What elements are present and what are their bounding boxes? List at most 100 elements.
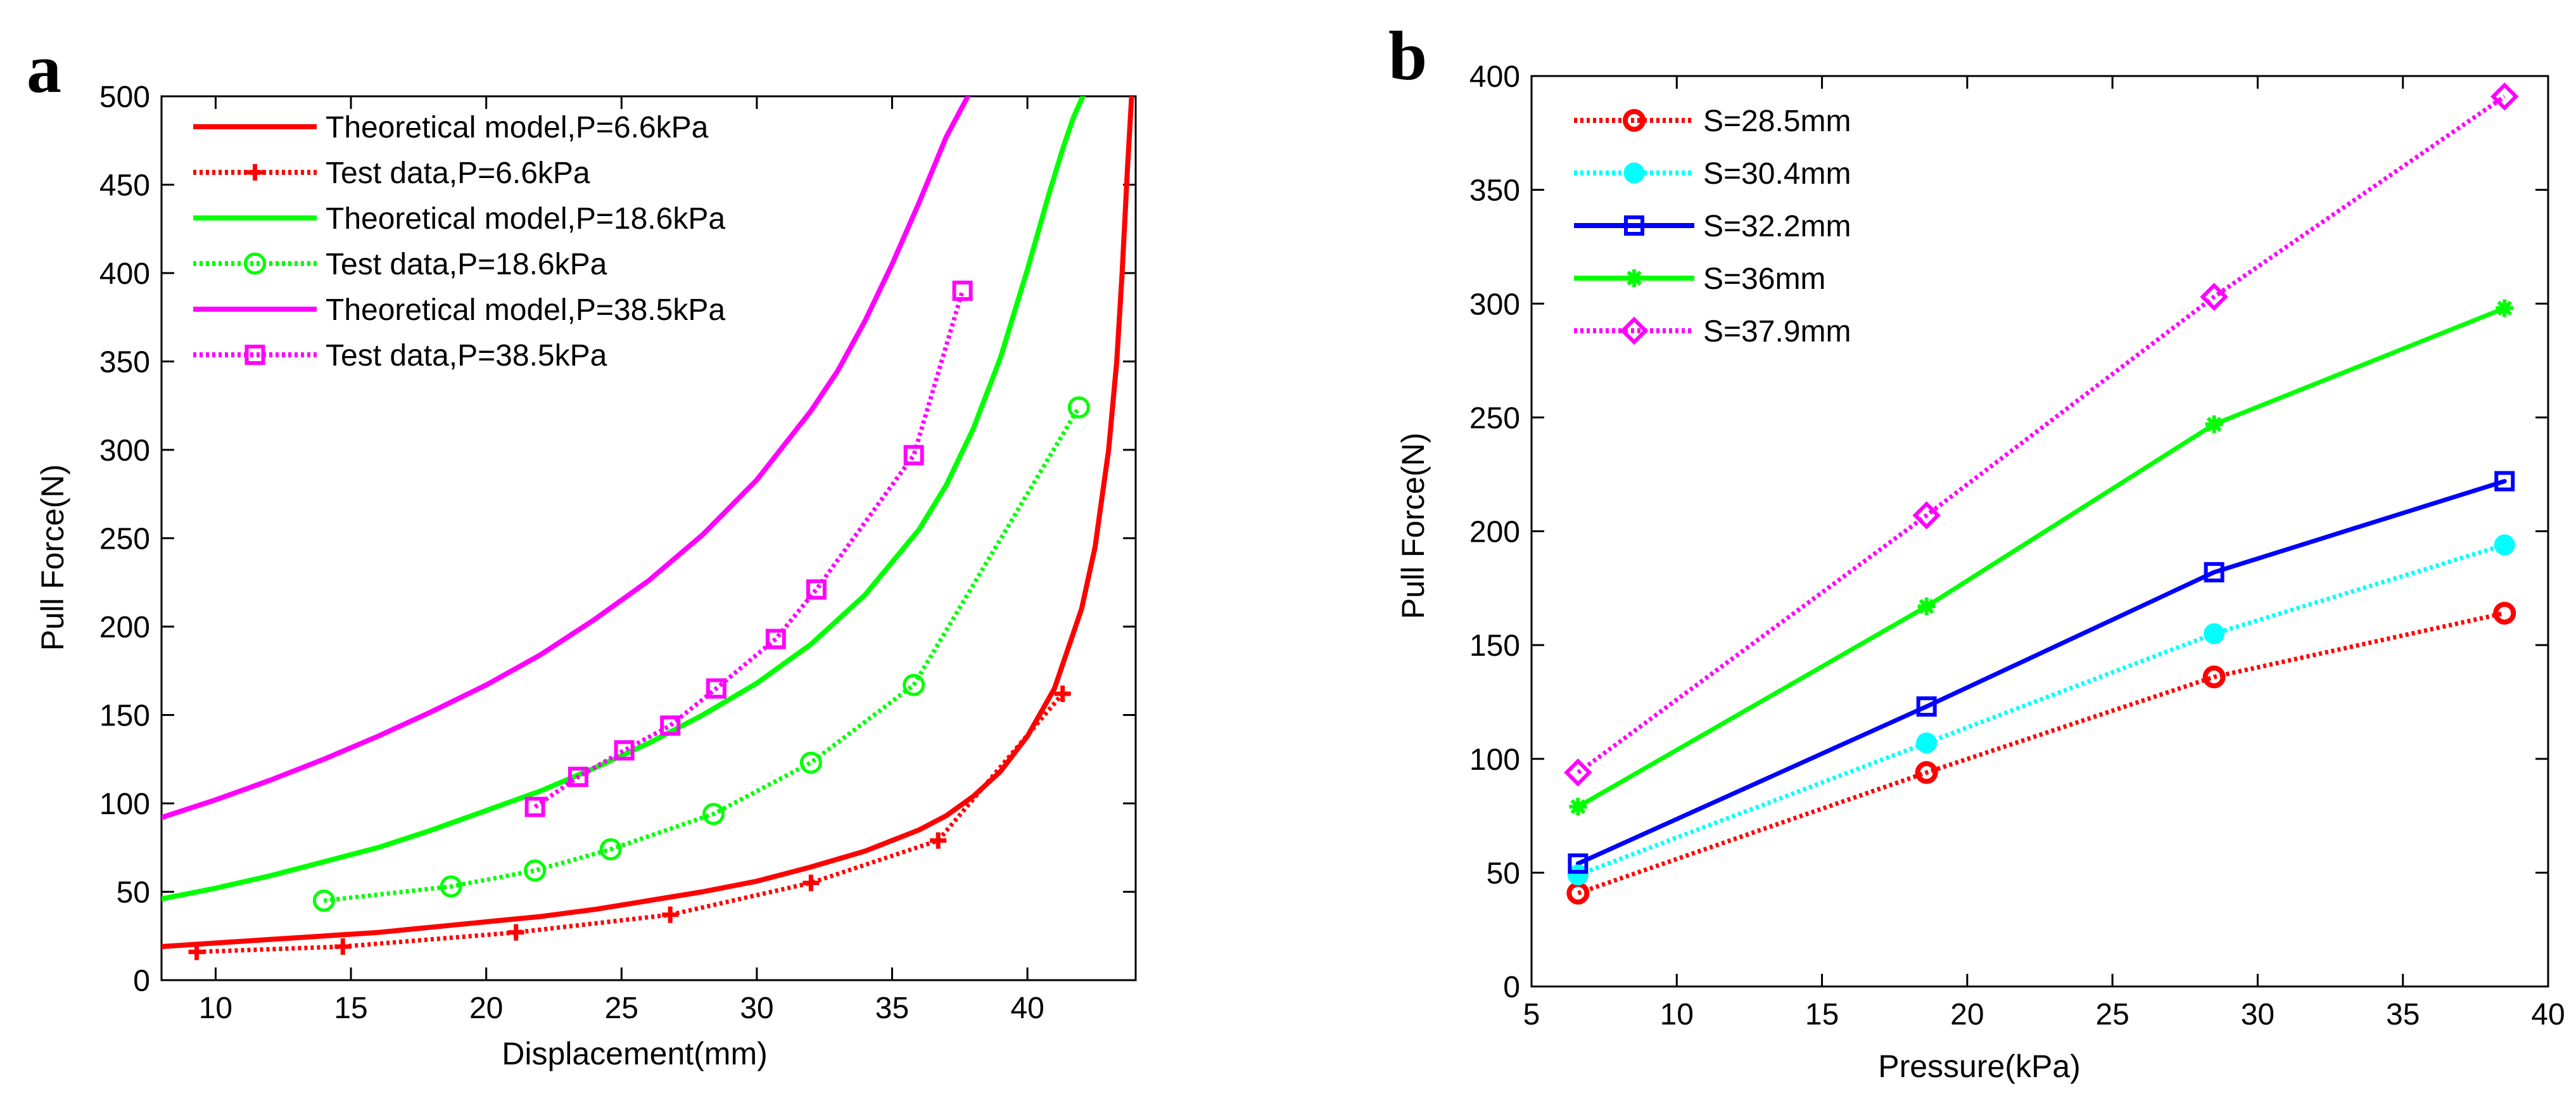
panel-a-series-line-5 — [533, 290, 965, 809]
panel-a-series-5-point — [524, 796, 545, 817]
panel-a-series-line-4 — [162, 96, 971, 820]
panel-b-y-tick-label: 0 — [1503, 971, 1520, 1004]
panel-b-y-tick-label: 400 — [1469, 60, 1520, 94]
panel-a-x-tick-label: 35 — [875, 992, 909, 1025]
panel-b-x-tick-label: 25 — [2095, 998, 2129, 1031]
panel-b-series-4-point — [2200, 283, 2228, 311]
panel-a-series-3-point — [702, 803, 725, 826]
panel-a-series-1-point — [803, 874, 820, 891]
panel-b-series-0-point — [1915, 761, 1938, 784]
panel-a-y-tick-label: 350 — [99, 346, 150, 380]
panel-a-legend-label-3: Test data,P=18.6kPa — [326, 248, 607, 281]
panel-b-y-tick-label: 100 — [1469, 743, 1520, 777]
panel-a-series-3-point — [312, 889, 335, 912]
panel-a-series-1-point — [507, 924, 524, 941]
panel-b-x-tick-label: 30 — [2241, 998, 2275, 1031]
panel-b-series-3-point — [2205, 415, 2223, 433]
panel-b-series-1-point — [2204, 623, 2225, 644]
panel-b-series-1-point — [1916, 732, 1938, 754]
panel-a-y-tick-label: 50 — [117, 876, 150, 910]
panel-a-series-3-point — [903, 673, 925, 696]
panel-b-x-tick-label: 20 — [1950, 998, 1984, 1031]
panel-b-series-line-3 — [1575, 305, 2507, 809]
panel-a-x-tick-label: 25 — [605, 992, 638, 1025]
panel-b-series-3-point — [2496, 299, 2514, 317]
panel-b-label: b — [1388, 17, 1427, 94]
panel-b-series-3-point — [1917, 597, 1936, 616]
panel-b-legend-label-2: S=32.2mm — [1703, 210, 1851, 243]
panel-a-series-line-3 — [323, 406, 1081, 903]
panel-b-series-2-point — [1916, 696, 1937, 717]
panel-b-x-tick-label: 5 — [1523, 998, 1540, 1031]
panel-a-legend-label-1: Test data,P=6.6kPa — [326, 156, 590, 190]
panel-a-series-3-point — [599, 838, 622, 861]
panel-a-series-5-point — [765, 629, 786, 649]
panel-a-legend-label-2: Theoretical model,P=18.6kPa — [326, 202, 725, 236]
panel-a-series-5-point — [706, 678, 726, 699]
panel-b-series-line-1 — [1577, 542, 2506, 878]
panel-b-y-tick-label: 300 — [1469, 288, 1520, 321]
panel-b-legend-marker-3 — [1625, 269, 1643, 287]
panel-a-y-axis-title: Pull Force(N) — [35, 464, 70, 651]
panel-a-y-tick-label: 150 — [99, 699, 150, 733]
panel-b-series-line-4 — [1577, 94, 2506, 775]
panel-b-x-axis-title: Pressure(kPa) — [1878, 1049, 2081, 1084]
panel-a-series-3-point — [524, 859, 547, 882]
panel-b-x-tick-label: 40 — [2531, 998, 2565, 1031]
panel-b-series-group — [1575, 94, 2507, 896]
panel-a-x-tick-label: 10 — [199, 992, 232, 1025]
panel-b-legend: S=28.5mm S=30.4mm S=32.2mm S=36mm S=37.9mm — [1574, 105, 1851, 348]
panel-a-series-3-point — [440, 875, 462, 898]
panel-b-y-tick-label: 350 — [1469, 174, 1520, 208]
panel-a-series-3-point — [1067, 396, 1090, 419]
panel-b-x-tick-label: 15 — [1805, 998, 1839, 1031]
panel-a-series-5-point — [614, 740, 635, 761]
panel-b-series-4-point — [1912, 501, 1941, 530]
panel-a-y-tick-label: 200 — [99, 611, 150, 644]
panel-b-series-0-point — [2493, 601, 2516, 625]
panel-a-x-tick-label: 20 — [469, 992, 503, 1025]
panel-b-y-tick-label: 250 — [1469, 402, 1520, 435]
panel-a-series-5-point — [952, 280, 973, 301]
panel-b-legend-marker-0 — [1623, 109, 1646, 132]
panel-b-series-2-point — [1568, 853, 1589, 874]
panel-a-x-tick-label: 15 — [334, 992, 367, 1025]
panel-b-y-tick-label: 50 — [1487, 857, 1520, 890]
panel-b-legend-label-1: S=30.4mm — [1703, 157, 1851, 191]
panel-b-series-2-point — [2204, 562, 2224, 583]
panel-a-series-5-point — [903, 445, 924, 466]
panel-b-legend-label-3: S=36mm — [1703, 262, 1825, 296]
panel-a-series-line-0 — [162, 96, 1134, 949]
panel-b-legend-label-0: S=28.5mm — [1703, 105, 1851, 138]
panel-b-series-1-point — [2494, 534, 2515, 556]
panel-a-y-tick-label: 250 — [99, 523, 150, 556]
panel-a-series-1-point — [1054, 686, 1071, 703]
panel-b-y-axis-title: Pull Force(N) — [1395, 433, 1431, 619]
panel-a-x-axis-title: Displacement(mm) — [502, 1036, 768, 1071]
panel-b-series-line-0 — [1577, 611, 2505, 896]
panel-a-y-tick-label: 400 — [99, 257, 150, 291]
panel-a-x-tick-label: 30 — [740, 992, 773, 1025]
panel-b-series-2-point — [2494, 471, 2515, 492]
panel-b-series-line-2 — [1575, 479, 2507, 866]
panel-a-series-3-point — [799, 751, 822, 774]
panel-b-legend-label-4: S=37.9mm — [1703, 315, 1851, 348]
panel-b-y-tick-label: 150 — [1469, 629, 1520, 663]
panel-a-legend-label-4: Theoretical model,P=38.5kPa — [326, 293, 725, 327]
panel-a-chart: a Pull Force(N) Displacement(mm) 10 15 20 2… — [27, 30, 1137, 1071]
panel-b-x-tick-label: 10 — [1660, 998, 1694, 1031]
panel-b-x-tick-label: 35 — [2386, 998, 2420, 1031]
panel-b-legend-marker-4 — [1620, 316, 1649, 345]
panel-a-y-tick-label: 0 — [133, 964, 150, 998]
panel-a-legend-label-5: Test data,P=38.5kPa — [326, 339, 607, 373]
panel-a-series-1-point — [188, 943, 205, 961]
panel-b-series-4-point — [2490, 82, 2519, 111]
panel-b-series-4-point — [1564, 758, 1592, 787]
panel-b-series-3-point — [1569, 798, 1587, 816]
panel-a-series-1-point — [662, 906, 679, 923]
panel-a-y-tick-label: 300 — [99, 434, 150, 468]
panel-a-legend: Theoretical model,P=6.6kPa Test data,P=6.… — [193, 111, 725, 373]
panel-a-legend-label-0: Theoretical model,P=6.6kPa — [326, 111, 709, 144]
